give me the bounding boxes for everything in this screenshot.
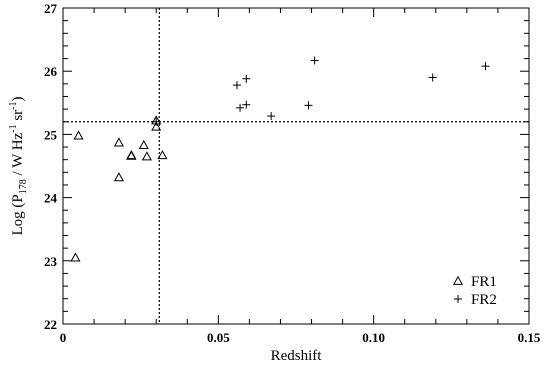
fr1-point: [113, 172, 124, 182]
fr1-point: [151, 121, 162, 131]
fr2-point: [428, 73, 437, 82]
x-tick-label: 0.15: [518, 330, 541, 345]
fr1-point: [141, 151, 152, 161]
fr1-point: [73, 130, 84, 140]
legend-plus-marker: [454, 295, 462, 303]
legend-triangle-marker: [452, 275, 464, 285]
reference-lines: [63, 8, 529, 324]
y-tick-label: 22: [44, 317, 57, 332]
fr1-point: [138, 139, 149, 150]
x-tick-label: 0.10: [362, 330, 385, 345]
tick-labels: 0 0.05 0.10 0.15 22 23 24 25 26 27: [44, 1, 541, 345]
data-points: [70, 56, 490, 262]
y-tick-label: 24: [44, 191, 58, 206]
fr1-point: [126, 150, 137, 160]
y-tick-label: 27: [44, 1, 58, 16]
fr2-point: [242, 74, 251, 83]
y-title-suffix: ): [10, 96, 26, 101]
legend-label-fr1: FR1: [471, 274, 497, 290]
y-title-mid: / W Hz: [10, 132, 26, 179]
fr1-point: [157, 150, 168, 160]
y-title-sup2: -1: [8, 101, 19, 109]
x-tick-label: 0.05: [207, 330, 230, 345]
legend-label-fr2: FR2: [471, 292, 497, 308]
axis-ticks: [62, 7, 530, 325]
fr2-point: [310, 56, 319, 65]
fr2-point: [232, 81, 241, 90]
y-title-mid2: sr: [10, 110, 26, 125]
x-tick-label: 0: [60, 330, 67, 345]
fr2-point: [267, 112, 276, 121]
legend: FR1 FR2: [452, 274, 497, 308]
fr2-point: [236, 103, 245, 112]
y-tick-label: 26: [44, 64, 58, 79]
y-tick-label: 23: [44, 254, 58, 269]
y-title-prefix: Log (P: [10, 194, 26, 235]
fr1-point: [70, 252, 81, 262]
fr2-point: [152, 117, 161, 126]
x-axis-title: Redshift: [271, 348, 323, 364]
fr2-point: [481, 62, 490, 71]
fr1-point: [113, 137, 124, 147]
y-axis-title: Log (P178 / W Hz-1 sr-1): [8, 96, 29, 235]
fr2-point: [242, 100, 251, 109]
y-title-sub: 178: [18, 179, 29, 194]
y-title-sup1: -1: [8, 124, 19, 132]
plot-frame: [62, 7, 530, 325]
y-tick-label: 25: [44, 127, 58, 142]
fr2-point: [304, 101, 313, 110]
